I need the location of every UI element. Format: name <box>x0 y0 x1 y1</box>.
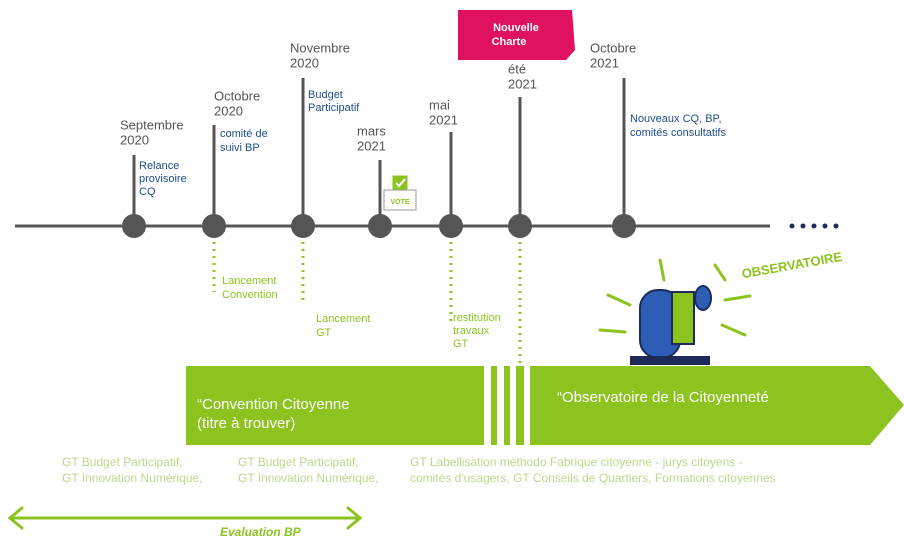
note: provisoire <box>139 173 187 185</box>
date: été <box>508 61 526 76</box>
group-text: GT Innovation Numérique, <box>62 471 203 485</box>
group-text: GT Budget Participatif, <box>238 455 359 469</box>
group-text: GT Budget Participatif, <box>62 455 183 469</box>
band-text: “Convention Citoyenne <box>197 396 350 413</box>
vote-text: VOTE <box>390 199 409 206</box>
vote-icon: VOTE <box>384 175 416 210</box>
date: Septembre <box>120 117 184 132</box>
evaluation-arrow <box>10 508 360 528</box>
group-text: GT Labellisation méthodo Fabrique citoye… <box>410 455 743 469</box>
band-text: “Observatoire de la Citoyenneté <box>557 389 769 406</box>
note: comité de <box>220 128 268 140</box>
below-label: restitution <box>453 312 501 324</box>
note: Participatif <box>308 102 360 114</box>
date: Octobre <box>590 40 636 55</box>
date: 2020 <box>214 103 243 118</box>
below-label: GT <box>316 327 332 339</box>
note: Budget <box>308 89 343 101</box>
date: 2021 <box>590 55 619 70</box>
date: 2020 <box>120 132 149 147</box>
observatoire-label: OBSERVATOIRE <box>741 249 844 281</box>
below-label: Convention <box>222 289 278 301</box>
note: CQ <box>139 186 156 198</box>
date: 2021 <box>508 76 537 91</box>
note: suivi BP <box>220 142 260 154</box>
date: 2020 <box>290 55 319 70</box>
band-text: (titre à trouver) <box>197 415 295 432</box>
note: Nouveaux CQ, BP, <box>630 113 722 125</box>
below-label: Lancement <box>222 275 276 287</box>
date: 2021 <box>429 112 458 127</box>
timeline-diagram: Nouvelle Charte Septembre 2020 Octobre 2… <box>0 0 904 540</box>
badge-text: Nouvelle <box>493 22 539 34</box>
continuation-dots <box>790 224 839 229</box>
evaluation-label: Evaluation BP <box>220 525 302 539</box>
note: comités consultatifs <box>630 127 726 139</box>
below-label: GT <box>453 338 469 350</box>
date: Octobre <box>214 88 260 103</box>
group-text: comités d'usagers, GT Conseils de Quarti… <box>410 471 776 485</box>
date: Novembre <box>290 40 350 55</box>
date: mai <box>429 97 450 112</box>
below-label: Lancement <box>316 313 370 325</box>
observatoire-icon <box>630 286 711 365</box>
date: 2021 <box>357 138 386 153</box>
date: mars <box>357 123 386 138</box>
note: Relance <box>139 160 179 172</box>
below-label: travaux <box>453 325 490 337</box>
badge-text: Charte <box>492 36 527 48</box>
group-text: GT Innovation Numérique, <box>238 471 379 485</box>
